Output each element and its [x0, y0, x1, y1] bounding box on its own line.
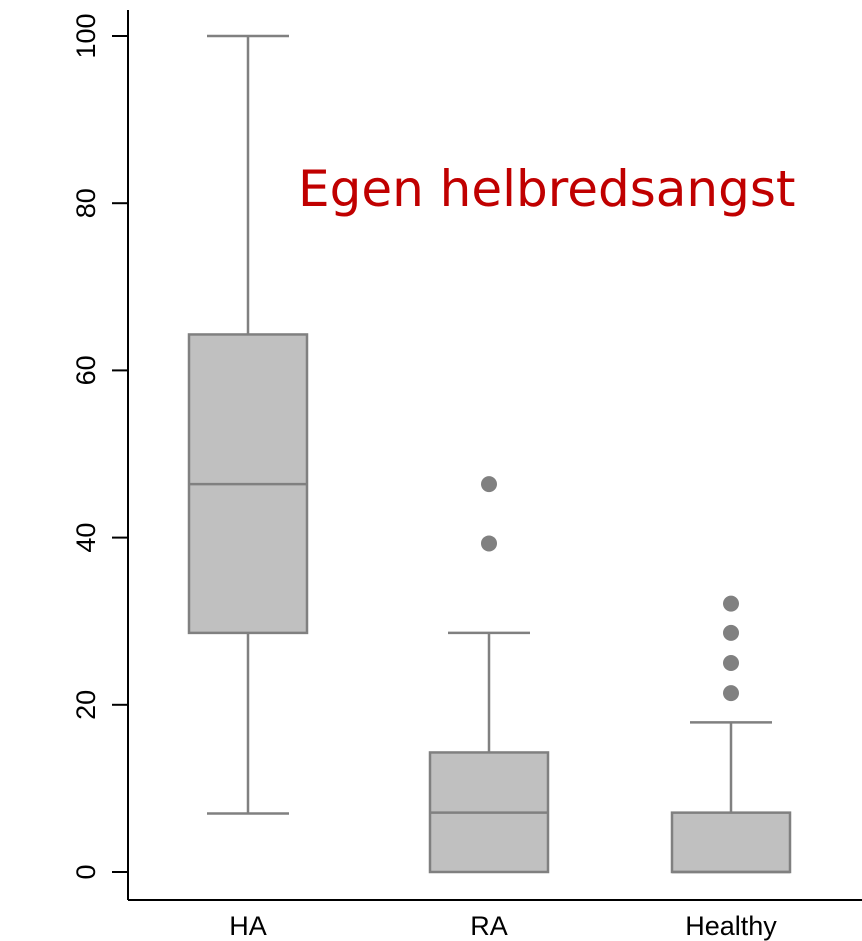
y-tick-label: 40 — [71, 523, 101, 553]
box-group-healthy — [670, 595, 792, 874]
outlier-point — [723, 655, 739, 671]
chart-annotation: Egen helbredsangst — [298, 160, 796, 218]
box-group-ra — [428, 476, 550, 874]
y-tick-label: 60 — [71, 355, 101, 385]
y-tick-label: 100 — [71, 13, 101, 58]
box-iqr — [670, 811, 792, 874]
boxes — [187, 34, 792, 874]
x-category-label: RA — [470, 911, 508, 941]
x-category-label: HA — [229, 911, 267, 941]
outlier-point — [723, 685, 739, 702]
y-tick-label: 80 — [71, 188, 101, 218]
outlier-point — [723, 624, 739, 641]
y-axis: 0 20 40 60 80 100 — [71, 10, 129, 900]
x-axis: HA RA Healthy — [128, 899, 862, 941]
box-group-ha — [187, 34, 309, 815]
y-tick-label: 20 — [71, 690, 101, 720]
y-tick-label: 0 — [71, 864, 101, 879]
outlier-point — [481, 535, 497, 552]
outlier-point — [481, 476, 497, 493]
outlier-point — [723, 595, 739, 612]
x-category-label: Healthy — [685, 911, 777, 941]
